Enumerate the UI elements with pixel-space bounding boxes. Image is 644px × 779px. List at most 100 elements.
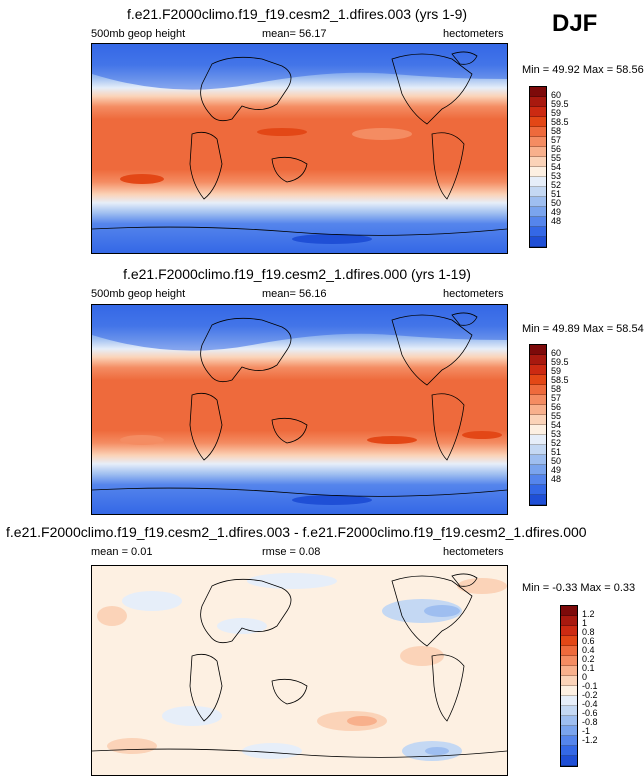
colorbar-swatch: [530, 495, 546, 505]
panel-2-colorbar: 60 59.5 59 58.5 58 57 56 55 54 53 52 51 50 49 48: [529, 344, 569, 506]
colorbar-tick-label: 59.5: [551, 357, 569, 367]
colorbar-tick-label: 59: [551, 366, 562, 376]
colorbar-tick-label: 50: [551, 198, 562, 208]
colorbar-swatch: [530, 217, 546, 227]
colorbar-tick-label: 0.8: [582, 627, 595, 637]
colorbar-tick-label: 0.1: [582, 663, 595, 673]
colorbar-swatch: [561, 666, 577, 676]
colorbar-swatch: [530, 197, 546, 207]
colorbar-swatch: [530, 485, 546, 495]
colorbar-tick-label: 0.4: [582, 645, 595, 655]
colorbar-tick-label: 58.5: [551, 117, 569, 127]
colorbar-tick-label: 58: [551, 126, 562, 136]
colorbar-swatch: [561, 676, 577, 686]
colorbar-tick-label: -0.6: [582, 708, 598, 718]
colorbar-swatch: [530, 167, 546, 177]
colorbar-tick-label: 55: [551, 153, 562, 163]
colorbar-tick-label: 52: [551, 180, 562, 190]
colorbar-swatch: [530, 207, 546, 217]
panel-3-min-max: Min = -0.33 Max = 0.33: [522, 582, 635, 594]
colorbar-tick-label: 59.5: [551, 99, 569, 109]
colorbar-swatch: [561, 606, 577, 616]
panel-2-min-max: Min = 49.89 Max = 58.54: [522, 323, 644, 335]
panel-1-mean-label: mean= 56.17: [262, 28, 327, 40]
panel-3-units-label: hectometers: [443, 546, 504, 558]
panel-2-min-label: Min = 49.89: [522, 323, 580, 335]
colorbar-swatch: [530, 137, 546, 147]
colorbar-swatch: [561, 686, 577, 696]
panel-3-contour-map: [92, 566, 507, 775]
colorbar-tick-label: -0.2: [582, 690, 598, 700]
colorbar-tick-label: 49: [551, 465, 562, 475]
colorbar-swatch: [530, 97, 546, 107]
colorbar-swatch: [561, 696, 577, 706]
colorbar-swatch: [561, 706, 577, 716]
colorbar-swatch: [530, 87, 546, 97]
colorbar-swatch: [561, 636, 577, 646]
panel-1-map: [91, 43, 508, 254]
colorbar-swatch: [530, 375, 546, 385]
panel-1-min-max: Min = 49.92 Max = 58.56: [522, 64, 644, 76]
colorbar-tick-label: 0.2: [582, 654, 595, 664]
panel-3-title: f.e21.F2000climo.f19_f19.cesm2_1.dfires.…: [6, 524, 587, 540]
colorbar-tick-label: 52: [551, 438, 562, 448]
colorbar-swatch: [530, 237, 546, 247]
colorbar-swatch: [561, 756, 577, 766]
colorbar-tick-label: 49: [551, 207, 562, 217]
panel-3-map: [91, 565, 508, 776]
panel-2-colorbar-swatches: [529, 344, 547, 506]
colorbar-tick-label: -1: [582, 726, 591, 736]
panel-2-units-label: hectometers: [443, 288, 504, 300]
colorbar-swatch: [530, 395, 546, 405]
panel-2-contour-map: [92, 305, 507, 514]
colorbar-swatch: [561, 726, 577, 736]
colorbar-swatch: [530, 157, 546, 167]
colorbar-tick-label: 53: [551, 429, 562, 439]
colorbar-tick-label: -0.8: [582, 717, 598, 727]
colorbar-swatch: [530, 435, 546, 445]
colorbar-tick-label: 60: [551, 90, 562, 100]
colorbar-tick-label: 53: [551, 171, 562, 181]
colorbar-swatch: [530, 365, 546, 375]
colorbar-tick-label: 59: [551, 108, 562, 118]
panel-1-colorbar-swatches: [529, 86, 547, 248]
panel-1-units-label: hectometers: [443, 28, 504, 40]
panel-1-max-label: Max = 58.56: [582, 64, 644, 76]
panel-3-colorbar: 1.2 1 0.8 0.6 0.4 0.2 0.1 0 -0.1 -0.2 -0.4 -0.6 -0.8…: [560, 605, 598, 767]
colorbar-tick-label: 0: [582, 672, 588, 682]
colorbar-swatch: [530, 117, 546, 127]
colorbar-tick-label: 57: [551, 393, 562, 403]
colorbar-swatch: [561, 646, 577, 656]
colorbar-swatch: [530, 455, 546, 465]
colorbar-tick-label: 51: [551, 189, 562, 199]
colorbar-tick-label: 57: [551, 135, 562, 145]
colorbar-tick-label: -0.4: [582, 699, 598, 709]
colorbar-tick-label: 1: [582, 618, 588, 628]
season-label: DJF: [552, 10, 598, 37]
colorbar-swatch: [561, 626, 577, 636]
panel-1-contour-map: [92, 44, 507, 253]
panel-3-min-label: Min = -0.33: [522, 582, 578, 594]
colorbar-swatch: [561, 736, 577, 746]
colorbar-swatch: [530, 107, 546, 117]
colorbar-tick-label: 56: [551, 144, 562, 154]
colorbar-tick-label: 54: [551, 162, 562, 172]
colorbar-tick-label: 56: [551, 402, 562, 412]
colorbar-tick-label: 58.5: [551, 375, 569, 385]
panel-2-title: f.e21.F2000climo.f19_f19.cesm2_1.dfires.…: [123, 266, 471, 282]
panel-1-title: f.e21.F2000climo.f19_f19.cesm2_1.dfires.…: [126, 6, 468, 22]
colorbar-tick-label: 51: [551, 447, 562, 457]
colorbar-swatch: [561, 656, 577, 666]
colorbar-tick-label: -0.1: [582, 681, 598, 691]
colorbar-tick-label: 50: [551, 456, 562, 466]
colorbar-tick-label: 48: [551, 216, 562, 226]
panel-1-min-label: Min = 49.92: [522, 64, 580, 76]
colorbar-swatch: [530, 425, 546, 435]
colorbar-tick-label: 1.2: [582, 609, 595, 619]
panel-1-colorbar: 60 59.5 59 58.5 58 57 56 55 54 53 52 51 50 49 48: [529, 86, 569, 248]
colorbar-swatch: [530, 465, 546, 475]
panel-2-max-label: Max = 58.54: [582, 323, 644, 335]
colorbar-swatch: [530, 385, 546, 395]
colorbar-swatch: [561, 716, 577, 726]
colorbar-tick-label: 0.6: [582, 636, 595, 646]
